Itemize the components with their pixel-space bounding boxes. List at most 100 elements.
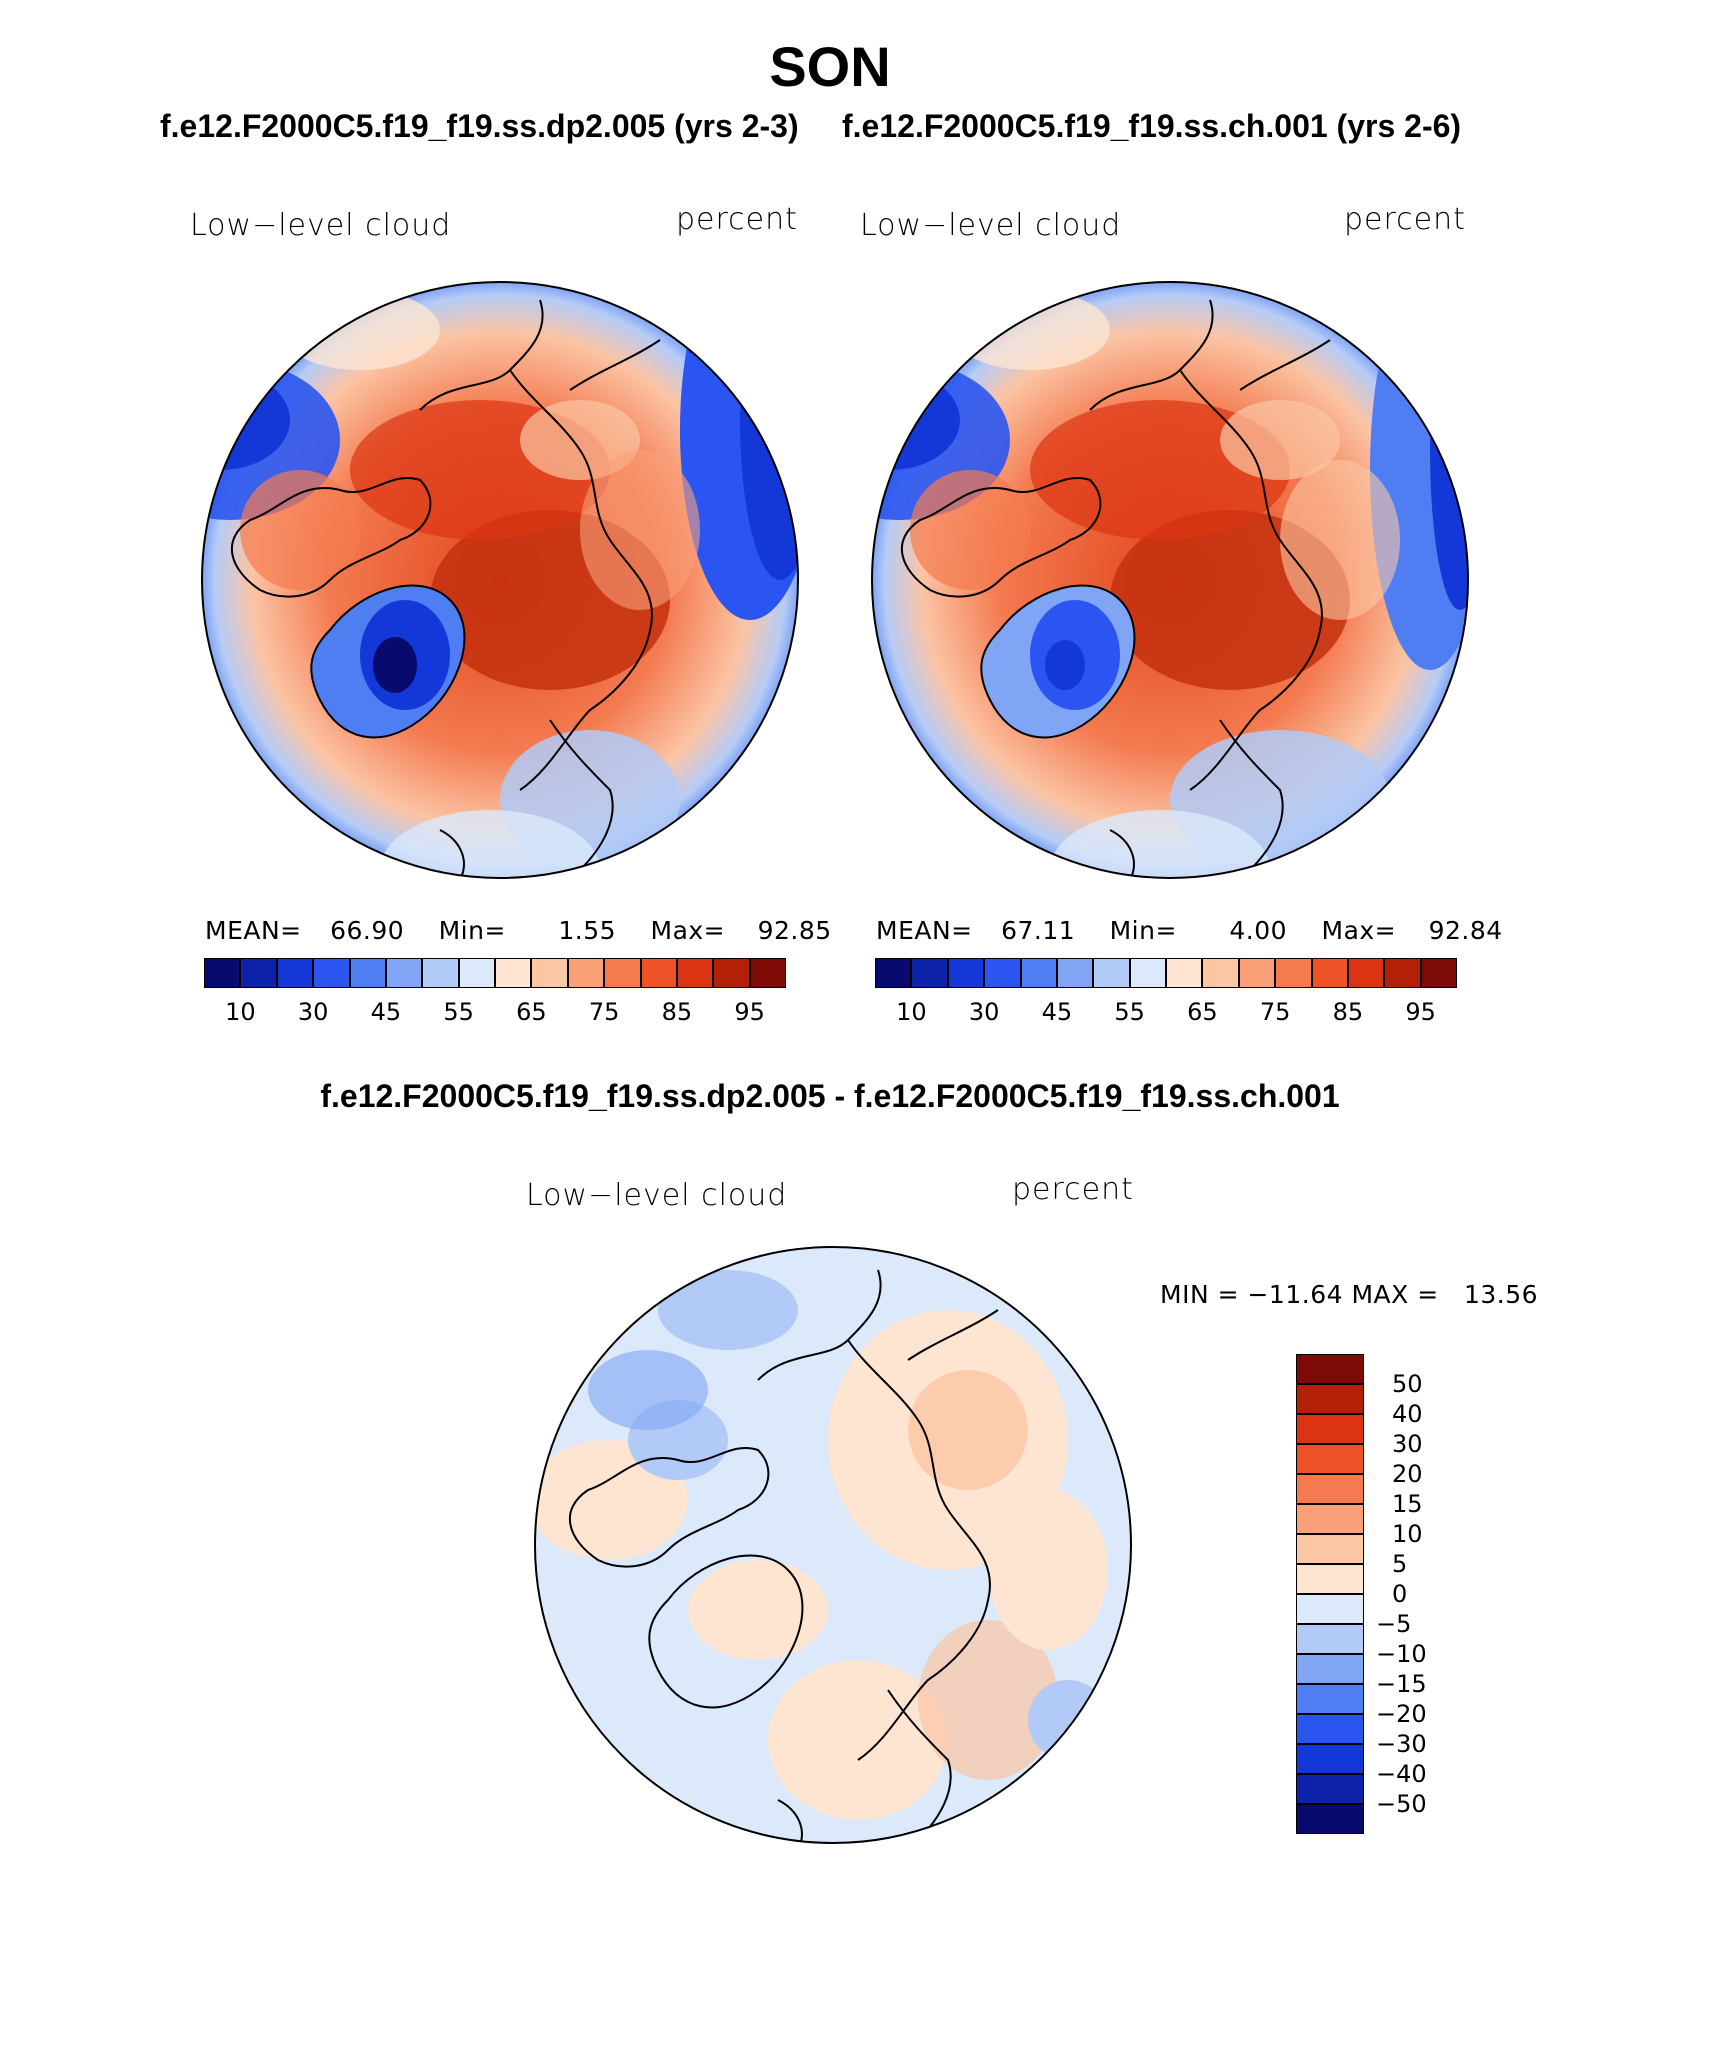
panel-2-case-label: f.e12.F2000C5.f19_f19.ss.ch.001 (yrs 2-6… — [842, 108, 1462, 144]
panel-1-colorbar-swatch — [458, 958, 495, 988]
panel-2-polar-map — [871, 281, 1469, 879]
difference-colorbar-tick-label: 5 — [1392, 1550, 1408, 1578]
panel-1-min-value: 1.55 — [558, 916, 617, 945]
difference-colorbar-swatch — [1296, 1504, 1364, 1534]
panel-1-colorbar-tick-label: 85 — [661, 998, 693, 1026]
panel-1-polar-map — [201, 281, 799, 879]
difference-colorbar-tick-label: 50 — [1392, 1370, 1423, 1398]
difference-colorbar-swatch — [1296, 1414, 1364, 1444]
panel-1-max-value: 92.85 — [757, 916, 832, 945]
panel-1-colorbar-swatch — [240, 958, 277, 988]
panel-2-colorbar-swatch — [1056, 958, 1094, 988]
panel-1-mean-value: 66.90 — [330, 916, 405, 945]
difference-colorbar-swatch — [1296, 1654, 1364, 1684]
panel-1-colorbar — [204, 958, 786, 988]
panel-1-case-label: f.e12.F2000C5.f19_f19.ss.dp2.005 (yrs 2-… — [160, 108, 799, 144]
difference-units-label: percent — [1012, 1172, 1134, 1207]
panel-1-colorbar-tick-label: 55 — [443, 998, 474, 1026]
panel-2-min-label: Min= — [1109, 916, 1177, 945]
panel-1-colorbar-swatch — [276, 958, 314, 988]
difference-colorbar-swatch — [1296, 1684, 1364, 1714]
page-title: SON — [769, 35, 891, 98]
panel-1-variable-label: Low−level cloud — [190, 208, 452, 243]
difference-title: f.e12.F2000C5.f19_f19.ss.dp2.005 - f.e12… — [320, 1078, 1340, 1114]
panel-1-map-border — [201, 281, 799, 879]
panel-1-colorbar-tick-label: 45 — [370, 998, 402, 1026]
difference-map-border — [534, 1246, 1132, 1844]
panel-2-max-label: Max= — [1321, 916, 1397, 945]
panel-1-colorbar-tick-label: 95 — [734, 998, 765, 1026]
panel-1-colorbar-tick-label: 65 — [516, 998, 547, 1026]
panel-2-colorbar-swatch — [1311, 958, 1348, 988]
panel-1-colorbar-swatch — [749, 958, 786, 988]
panel-2-colorbar-swatch — [984, 958, 1021, 988]
panel-1-max-label: Max= — [650, 916, 726, 945]
difference-colorbar-tick-label: 30 — [1392, 1430, 1423, 1458]
panel-2-mean-value: 67.11 — [1001, 916, 1076, 945]
panel-1-colorbar-tick-label: 30 — [297, 998, 329, 1026]
panel-1-colorbar-swatch — [422, 958, 459, 988]
panel-2-colorbar-swatch — [1275, 958, 1312, 988]
panel-1-colorbar-swatch — [531, 958, 568, 988]
difference-colorbar-swatch — [1296, 1444, 1364, 1474]
panel-2-colorbar-swatch — [947, 958, 985, 988]
panel-1-colorbar-swatch — [604, 958, 641, 988]
panel-1-colorbar-swatch — [313, 958, 350, 988]
difference-colorbar-swatch — [1296, 1474, 1364, 1504]
panel-2-colorbar-swatch — [1129, 958, 1166, 988]
panel-1-colorbar-swatch — [713, 958, 750, 988]
difference-colorbar-swatch — [1296, 1714, 1364, 1744]
panel-1-colorbar-swatch — [640, 958, 677, 988]
panel-2-colorbar-swatch — [1093, 958, 1130, 988]
panel-2-stats: MEAN= 67.11 Min= 4.00 Max= 92.84 — [876, 916, 1503, 945]
difference-minmax: MIN = −11.64 MAX = 13.56 — [1160, 1280, 1539, 1309]
difference-colorbar-swatch — [1296, 1354, 1364, 1384]
panel-1-colorbar-swatch — [567, 958, 605, 988]
panel-1-colorbar-swatch — [676, 958, 714, 988]
difference-colorbar — [1296, 1354, 1364, 1834]
panel-2-colorbar-tick-label: 55 — [1114, 998, 1145, 1026]
panel-2-colorbar-swatch — [875, 958, 912, 988]
panel-1-colorbar-swatch — [349, 958, 386, 988]
panel-1-colorbar-ticks: 10 30 45 55 65 75 85 95 — [204, 998, 786, 1028]
panel-2-colorbar-swatch — [1238, 958, 1276, 988]
panel-2-colorbar-ticks: 10 30 45 55 65 75 85 95 — [875, 998, 1457, 1028]
difference-colorbar-tick-label: −5 — [1376, 1610, 1412, 1638]
panel-2-colorbar-tick-label: 85 — [1332, 998, 1364, 1026]
panel-1-colorbar-tick-label: 10 — [225, 998, 256, 1026]
difference-colorbar-ticks: 50 40 30 20 15 10 5 0 −5 −10 −15 −20 −30 −40 −50 — [1376, 1354, 1480, 1834]
difference-colorbar-swatch — [1296, 1564, 1364, 1594]
panel-1-colorbar-tick-label: 75 — [588, 998, 620, 1026]
difference-colorbar-swatch — [1296, 1594, 1364, 1624]
panel-2-colorbar-swatch — [1347, 958, 1385, 988]
difference-colorbar-tick-label: −10 — [1376, 1640, 1427, 1668]
difference-colorbar-tick-label: −30 — [1376, 1730, 1427, 1758]
panel-1-colorbar-swatch — [385, 958, 423, 988]
panel-2-colorbar-swatch — [911, 958, 948, 988]
panel-1-mean-label: MEAN= — [205, 916, 302, 945]
panel-2-colorbar-tick-label: 75 — [1259, 998, 1291, 1026]
difference-polar-map — [534, 1246, 1132, 1844]
difference-colorbar-tick-label: −40 — [1376, 1760, 1427, 1788]
panel-2-colorbar-tick-label: 65 — [1187, 998, 1218, 1026]
panel-2-colorbar-tick-label: 30 — [968, 998, 1000, 1026]
panel-2-colorbar-swatch — [1420, 958, 1457, 988]
difference-colorbar-tick-label: 20 — [1392, 1460, 1423, 1488]
panel-2-mean-label: MEAN= — [876, 916, 973, 945]
panel-1-colorbar-swatch — [495, 958, 532, 988]
panel-1-stats: MEAN= 66.90 Min= 1.55 Max= 92.85 — [205, 916, 832, 945]
panel-2-colorbar-tick-label: 45 — [1041, 998, 1073, 1026]
panel-2-min-value: 4.00 — [1229, 916, 1288, 945]
difference-colorbar-swatch — [1296, 1384, 1364, 1414]
panel-2-variable-label: Low−level cloud — [860, 208, 1122, 243]
panel-1-cloud-field — [202, 282, 798, 878]
panel-2-units-label: percent — [1344, 202, 1466, 237]
difference-colorbar-swatch — [1296, 1774, 1364, 1804]
panel-1-colorbar-swatch — [204, 958, 241, 988]
panel-2-colorbar-swatch — [1202, 958, 1239, 988]
difference-colorbar-tick-label: 10 — [1392, 1520, 1423, 1548]
panel-1-min-label: Min= — [438, 916, 506, 945]
difference-colorbar-tick-label: −50 — [1376, 1790, 1427, 1818]
difference-colorbar-swatch — [1296, 1534, 1364, 1564]
panel-2-max-value: 92.84 — [1428, 916, 1503, 945]
